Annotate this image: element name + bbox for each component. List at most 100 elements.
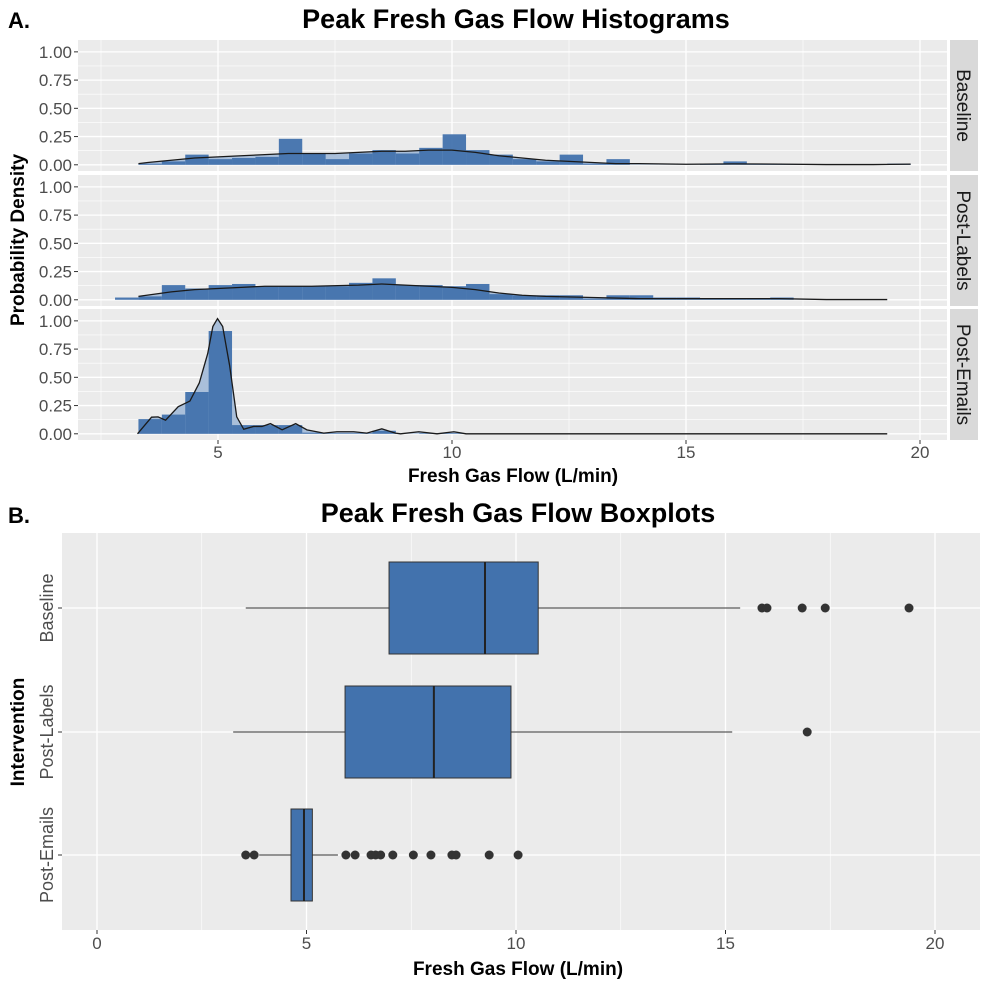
histogram-bar [583, 298, 607, 300]
x-tick-label: 20 [911, 443, 930, 462]
boxplot-baseline [245, 561, 914, 655]
panel-a-tag: A. [8, 8, 30, 33]
facet-strip [950, 175, 978, 306]
outlier-point [350, 850, 360, 860]
boxplot-title: Peak Fresh Gas Flow Boxplots [321, 498, 716, 528]
histogram-bar [278, 286, 303, 300]
histogram-bar [278, 425, 303, 434]
histogram-bar [255, 156, 279, 165]
outlier-point [241, 850, 251, 860]
x-tick-label: 10 [507, 934, 526, 953]
boxplot-post-labels [233, 685, 812, 779]
y-tick-label: 0.00 [39, 291, 72, 310]
histogram-bar [138, 163, 162, 165]
histogram-bar [138, 419, 162, 434]
histogram-bar [208, 285, 233, 300]
density-line [138, 283, 888, 301]
outlier-point [513, 850, 523, 860]
histogram-bar [489, 154, 513, 165]
outlier-point [762, 603, 772, 613]
y-tick-label: 0.75 [39, 71, 72, 90]
y-tick-label: Post-Labels [37, 684, 57, 779]
boxplot-post-emails [241, 808, 523, 902]
x-tick-label: 5 [213, 443, 222, 462]
outlier-point [484, 850, 494, 860]
histogram-bar [512, 159, 537, 165]
histogram-y-label: Probability Density [8, 154, 29, 327]
histogram-bar [255, 286, 279, 300]
histogram-bar [442, 286, 467, 300]
y-tick-label: 0.50 [39, 368, 72, 387]
facet-strip [950, 309, 978, 440]
outlier-point [376, 850, 386, 860]
y-tick-label: 0.25 [39, 397, 72, 416]
y-tick-label: Baseline [37, 573, 57, 642]
histogram-bar [583, 163, 607, 165]
histogram-bar [349, 153, 373, 165]
histogram-bar [395, 285, 420, 300]
outlier-point [451, 850, 461, 860]
y-tick-label: 0.75 [39, 340, 72, 359]
y-tick-label: 0.50 [39, 234, 72, 253]
histogram-bar [115, 297, 139, 300]
histogram-bar [232, 158, 256, 165]
x-tick-label: 15 [677, 443, 696, 462]
histogram-bar [325, 286, 350, 300]
box [290, 808, 313, 902]
outlier-point [820, 603, 830, 613]
histogram-bar [278, 138, 303, 165]
y-tick-label: 0.75 [39, 206, 72, 225]
box [344, 685, 512, 779]
outlier-point [904, 603, 914, 613]
histogram-bar [185, 154, 209, 165]
histogram-bar [372, 278, 396, 300]
outlier-point [408, 850, 418, 860]
x-tick-label: 20 [926, 934, 945, 953]
x-tick-label: 5 [302, 934, 311, 953]
histogram-bar [536, 295, 560, 300]
histogram-bar [325, 433, 350, 434]
histogram-bar [629, 295, 654, 300]
y-tick-label: 1.00 [39, 43, 72, 62]
histogram-bar [489, 294, 513, 300]
histogram-bar [185, 392, 209, 434]
histogram-bar [559, 154, 584, 165]
facet-strip-label: Post-Labels [952, 190, 973, 290]
y-tick-label: 0.00 [39, 156, 72, 175]
histogram-bar [208, 331, 233, 434]
histogram-bar [395, 153, 420, 165]
histogram-bar [185, 288, 209, 300]
y-tick-label: 0.25 [39, 263, 72, 282]
histogram-bar [138, 296, 162, 300]
box [388, 561, 539, 655]
histogram-bar [419, 285, 443, 300]
y-tick-label: Post-Emails [37, 807, 57, 903]
histogram-bar [466, 283, 490, 300]
facet-post-labels: 0.00 0.25 0.50 0.75 1.00 Post-Labels [39, 175, 978, 310]
histogram-panels: 0.00 0.25 0.50 0.75 1.00 Baseline 0.00 0.25 0.50… [39, 40, 978, 462]
histogram-bar [349, 433, 373, 434]
y-tick-label: 0.25 [39, 128, 72, 147]
histogram-bar [255, 425, 279, 434]
outlier-point [249, 850, 259, 860]
histogram-bar [302, 432, 326, 434]
histogram-bar [302, 286, 326, 300]
histogram-bar [208, 159, 233, 165]
panel-b-tag: B. [8, 503, 30, 528]
x-tick-label: 10 [443, 443, 462, 462]
histogram-bar [512, 295, 537, 300]
outlier-point [426, 850, 436, 860]
panel-background [78, 40, 947, 171]
y-tick-label: 0.00 [39, 425, 72, 444]
density-line [138, 149, 911, 166]
y-tick-label: 1.00 [39, 178, 72, 197]
density-line [137, 317, 888, 435]
histogram-bar [161, 285, 186, 300]
facet-strip [950, 40, 978, 171]
x-tick-label: 15 [716, 934, 735, 953]
facet-baseline: 0.00 0.25 0.50 0.75 1.00 Baseline [39, 40, 978, 175]
histogram-bar [161, 161, 186, 165]
histogram-bar [325, 159, 350, 165]
outlier-point [802, 727, 812, 737]
